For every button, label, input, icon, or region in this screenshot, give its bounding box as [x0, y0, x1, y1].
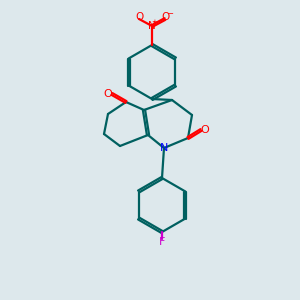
Text: −: −	[167, 10, 173, 19]
Text: +: +	[152, 19, 158, 25]
Text: O: O	[161, 12, 169, 22]
Text: N: N	[160, 143, 168, 153]
Text: N: N	[148, 21, 156, 31]
Text: F: F	[159, 237, 165, 247]
Text: O: O	[135, 12, 143, 22]
Text: O: O	[103, 89, 112, 99]
Text: O: O	[201, 125, 209, 135]
